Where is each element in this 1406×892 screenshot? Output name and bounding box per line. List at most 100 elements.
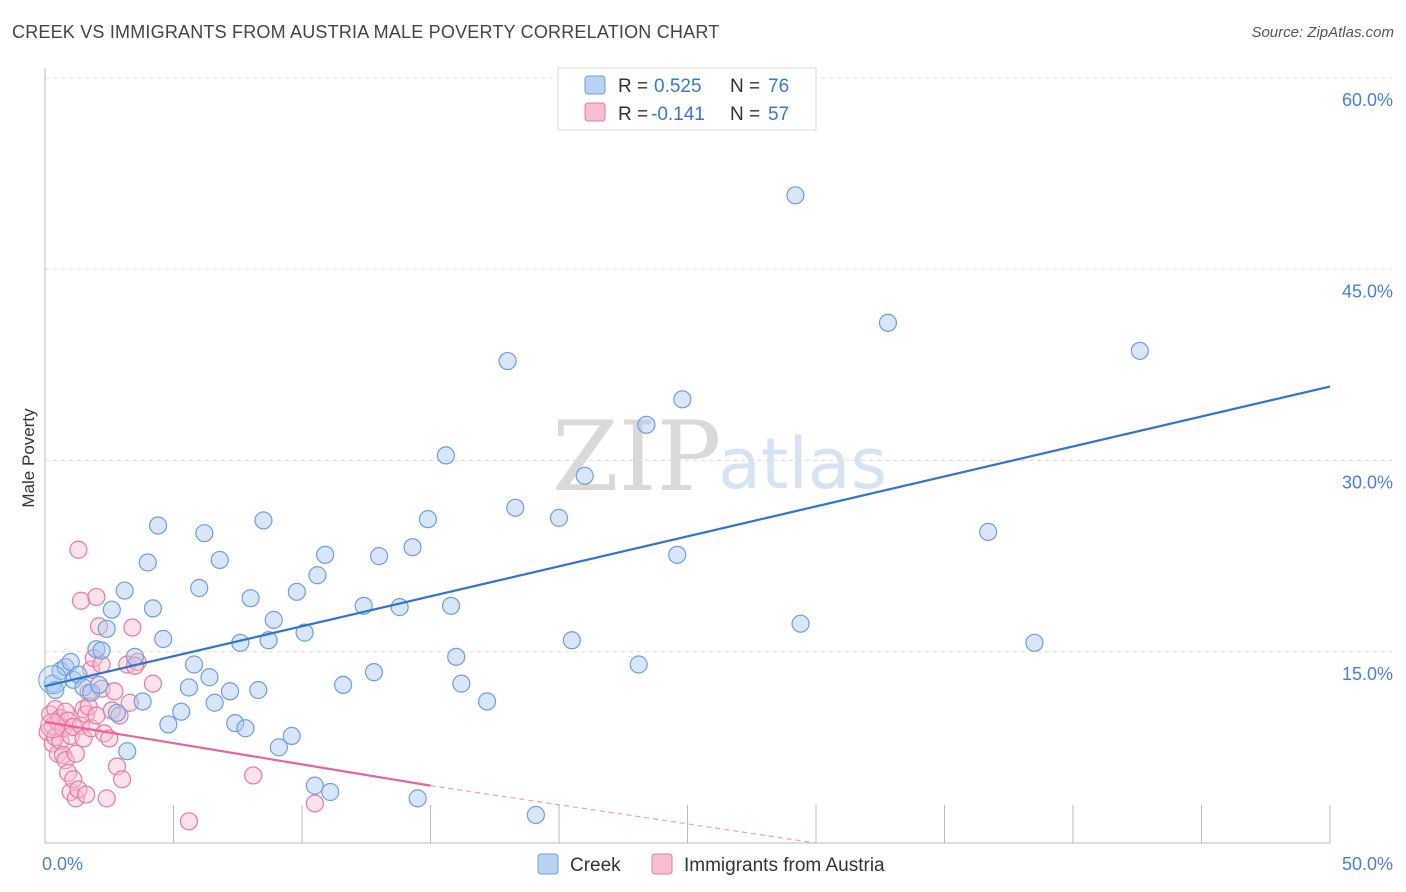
creek-point-63 xyxy=(506,498,525,517)
austria-point-22 xyxy=(69,540,88,559)
watermark-zip: ZIP xyxy=(552,401,721,513)
creek-point-75 xyxy=(979,522,998,542)
legend-n-label-austria: N = xyxy=(730,104,760,125)
legend-box: R = 0.525 N = 76 R = -0.141 N = 57 xyxy=(557,67,817,131)
creek-point-24 xyxy=(172,702,191,721)
creek-point-22 xyxy=(154,629,173,649)
austria-point-35 xyxy=(87,706,106,725)
austria-point-52 xyxy=(143,674,163,693)
austria-cluster-point xyxy=(40,713,66,739)
austria-point-47 xyxy=(112,770,132,789)
creek-point-31 xyxy=(210,550,229,570)
creek-point-42 xyxy=(282,726,301,746)
legend-r-label-creek: R = xyxy=(618,76,648,97)
bottom-legend-swatch-creek xyxy=(537,853,559,875)
creek-point-19 xyxy=(138,553,157,572)
creek-point-33 xyxy=(226,714,245,733)
creek-point-55 xyxy=(418,510,438,529)
creek-point-11 xyxy=(92,641,111,660)
creek-point-10 xyxy=(89,675,109,695)
legend-n-label-creek: N = xyxy=(730,76,760,97)
creek-point-38 xyxy=(254,511,273,530)
creek-point-14 xyxy=(107,703,127,723)
creek-point-61 xyxy=(477,692,497,711)
creek-point-57 xyxy=(436,446,456,465)
creek-point-58 xyxy=(441,596,461,615)
creek-point-20 xyxy=(143,599,163,618)
creek-point-56 xyxy=(408,789,427,808)
bottom-legend-swatch-austria xyxy=(651,853,673,875)
austria-trend-extension xyxy=(430,785,817,844)
legend-r-label-austria: R = xyxy=(618,104,648,125)
creek-point-23 xyxy=(159,715,178,734)
creek-point-8 xyxy=(82,683,101,702)
creek-point-25 xyxy=(179,678,199,697)
creek-point-48 xyxy=(321,782,340,802)
creek-trend-line xyxy=(44,385,1331,688)
creek-point-54 xyxy=(403,538,422,557)
creek-point-69 xyxy=(637,415,656,434)
creek-point-15 xyxy=(115,581,134,600)
creek-point-77 xyxy=(1130,341,1149,360)
creek-point-27 xyxy=(190,578,209,598)
austria-point-41 xyxy=(97,789,116,808)
creek-point-52 xyxy=(370,547,389,566)
creek-point-72 xyxy=(786,186,805,205)
watermark-atlas: atlas xyxy=(718,423,887,505)
creek-point-66 xyxy=(562,631,581,650)
austria-point-27 xyxy=(74,729,93,748)
y-tick-label-1: 30.0% xyxy=(1342,473,1393,493)
creek-point-35 xyxy=(236,719,255,738)
austria-point-10 xyxy=(53,745,73,765)
creek-point-67 xyxy=(575,466,594,485)
creek-point-43 xyxy=(287,582,306,601)
axes xyxy=(44,68,1331,844)
legend-r-austria: -0.141 xyxy=(651,104,705,125)
creek-point-68 xyxy=(629,655,648,674)
bottom-legend-creek: Creek xyxy=(570,855,621,876)
creek-point-60 xyxy=(452,674,471,693)
source-credit: Source: ZipAtlas.com xyxy=(1251,24,1394,41)
creek-point-29 xyxy=(200,668,219,687)
creek-point-70 xyxy=(668,545,687,564)
creek-point-51 xyxy=(364,663,384,682)
creek-point-37 xyxy=(249,680,268,700)
austria-point-53 xyxy=(179,812,199,831)
creek-point-36 xyxy=(241,589,260,608)
x-tick-label-1: 50.0% xyxy=(1342,854,1393,874)
austria-point-44 xyxy=(105,682,124,701)
chart-title: CREEK VS IMMIGRANTS FROM AUSTRIA MALE PO… xyxy=(12,22,720,42)
legend-n-austria: 57 xyxy=(768,104,789,125)
bottom-legend: Creek Immigrants from Austria xyxy=(537,853,885,876)
creek-point-47 xyxy=(305,776,324,795)
creek-point-44 xyxy=(295,623,314,642)
y-axis-label: Male Poverty xyxy=(19,408,38,508)
legend-r-creek: 0.525 xyxy=(654,76,702,97)
creek-point-62 xyxy=(498,351,517,371)
austria-point-54 xyxy=(244,766,263,785)
creek-point-12 xyxy=(97,619,116,638)
legend-swatch-austria xyxy=(584,102,606,122)
creek-point-73 xyxy=(791,614,810,633)
creek-point-65 xyxy=(549,508,569,527)
creek-point-40 xyxy=(264,610,283,629)
creek-point-45 xyxy=(308,566,327,585)
creek-point-64 xyxy=(526,805,545,825)
y-tick-label-0: 15.0% xyxy=(1342,664,1393,684)
creek-point-21 xyxy=(148,516,168,535)
austria-point-21 xyxy=(66,744,85,763)
austria-point-25 xyxy=(71,591,91,610)
creek-point-49 xyxy=(334,675,353,695)
austria-point-55 xyxy=(305,794,324,813)
creek-point-46 xyxy=(316,545,335,564)
creek-point-16 xyxy=(118,742,137,761)
austria-point-29 xyxy=(77,785,96,804)
creek-point-76 xyxy=(1025,633,1044,652)
gridlines xyxy=(45,77,1392,653)
creek-cluster-point xyxy=(38,665,68,695)
austria-point-19 xyxy=(64,770,83,789)
creek-point-30 xyxy=(205,693,224,712)
austria-point-50 xyxy=(123,618,142,637)
creek-point-59 xyxy=(447,647,466,666)
